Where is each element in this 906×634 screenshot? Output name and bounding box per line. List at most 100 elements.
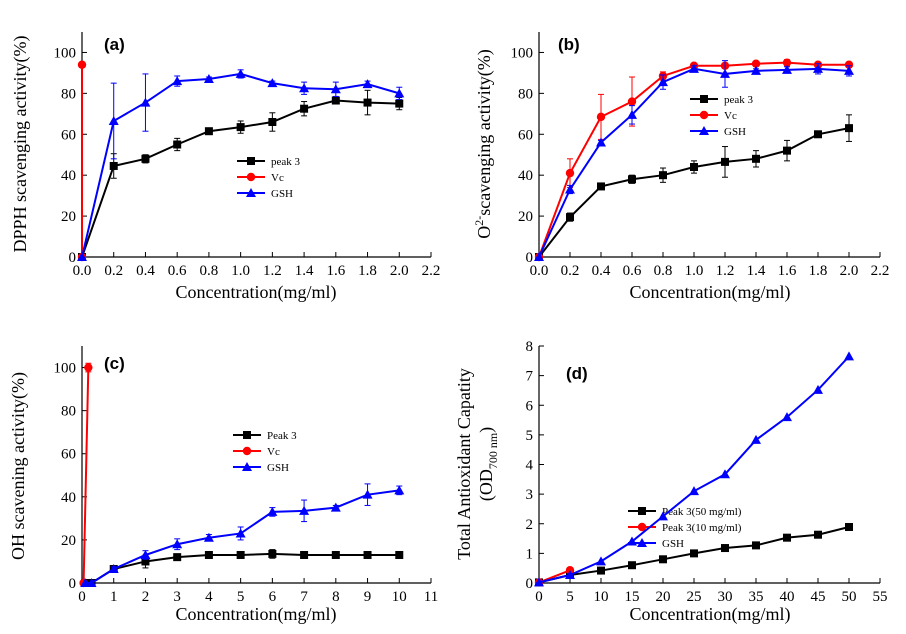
data-point: [140, 549, 151, 559]
legend-entry: Vc: [233, 446, 280, 458]
data-point: [565, 570, 575, 580]
x-tick-label: 55: [873, 589, 888, 605]
chart-panel-4: 0 5 10 15 20 25 30 35 40 45 50 55012345678(d)Concen…: [454, 339, 888, 625]
data-point: [783, 146, 791, 155]
data-point: [690, 549, 698, 558]
legend-entry: GSH: [237, 188, 293, 200]
data-point: [108, 563, 119, 573]
data-point: [752, 154, 760, 163]
x-tick-label: 0: [535, 589, 543, 605]
legend-entry: GSH: [690, 126, 746, 138]
x-tick-label: 11: [424, 589, 438, 605]
y-tick-label: 6: [526, 398, 534, 414]
legend-marker: [700, 95, 708, 103]
panel-label: (c): [104, 354, 125, 373]
data-point: [331, 96, 340, 105]
series-vc: [534, 58, 854, 262]
legend-marker: [699, 110, 709, 120]
data-point: [689, 63, 699, 73]
data-point: [720, 68, 730, 78]
data-point: [596, 556, 606, 566]
data-point: [141, 154, 150, 163]
data-point: [77, 252, 87, 261]
y-tick-label: 0: [526, 576, 534, 592]
y-tick-label: 60: [518, 127, 533, 143]
y-axis-title: Total Antioxidant Capatity: [454, 368, 474, 560]
legend-entry: peak 3: [237, 156, 301, 168]
y-tick-label: 100: [54, 361, 77, 377]
x-tick-label: 0.8: [654, 263, 673, 279]
data-point: [565, 184, 575, 194]
data-point: [751, 59, 761, 68]
y-tick-label: 1: [526, 546, 534, 562]
x-tick-label: 0.8: [200, 263, 219, 279]
data-point: [689, 486, 699, 496]
data-point: [395, 550, 404, 559]
legend-marker: [246, 188, 256, 197]
legend-entry: GSH: [628, 538, 684, 550]
series-line: [82, 367, 90, 584]
data-point: [658, 511, 668, 521]
legend-marker: [243, 431, 251, 439]
data-point: [751, 65, 761, 75]
x-tick-label: 1.2: [263, 263, 282, 279]
data-point: [172, 76, 183, 86]
data-point: [362, 489, 373, 499]
data-point: [268, 549, 277, 558]
y-tick-label: 3: [526, 487, 534, 503]
data-point: [300, 550, 309, 559]
x-tick-label: 5: [566, 589, 574, 605]
chart-panel-3: 0 1 2 3 4 5 6 7 8 9 10 11 0 20 40 60 80 100 (c) Concentrati…: [8, 346, 438, 625]
x-tick-label: 2.0: [390, 263, 409, 279]
data-point: [627, 109, 637, 119]
series-gsh: [534, 60, 854, 261]
y-tick-label: 0: [69, 250, 77, 266]
chart-panel-2: 0.0 0.2 0.4 0.6 0.8 1.0 1.2 1.4 1.6 1.8 2.0 2.2 0 20 4…: [472, 32, 889, 303]
x-tick-label: 0.0: [530, 263, 549, 279]
data-point: [565, 168, 575, 178]
x-tick-label: 2.2: [871, 263, 890, 279]
legend-marker: [637, 522, 647, 532]
x-axis-title: Concentration(mg/ml): [176, 604, 337, 625]
data-point: [363, 550, 372, 559]
data-point: [814, 130, 822, 139]
x-axis-title: Concentration(mg/ml): [630, 282, 791, 303]
data-point: [659, 555, 667, 564]
x-tick-label: 1.4: [747, 263, 766, 279]
legend-label: GSH: [271, 188, 293, 200]
y-tick-label: 80: [518, 86, 533, 102]
x-tick-label: 1: [110, 589, 118, 605]
x-tick-label: 3: [173, 589, 181, 605]
legend-label: GSH: [724, 126, 746, 138]
data-point: [236, 123, 245, 132]
data-point: [782, 64, 792, 74]
legend-entry: peak 3: [690, 94, 754, 106]
x-tick-label: 40: [780, 589, 795, 605]
legend-marker: [246, 172, 256, 182]
data-point: [300, 104, 309, 113]
x-tick-label: 35: [749, 589, 764, 605]
panel-label: (a): [104, 35, 125, 54]
data-point: [172, 539, 183, 549]
y-tick-label: 20: [61, 209, 76, 225]
y-tick-label: 40: [61, 490, 76, 506]
x-tick-label: 1.8: [358, 263, 377, 279]
data-point: [566, 213, 574, 222]
data-point: [299, 505, 310, 515]
series-line: [538, 127, 850, 258]
y-tick-label: 0: [526, 250, 534, 266]
x-tick-label: 1.0: [231, 263, 250, 279]
data-point: [394, 88, 405, 98]
data-point: [690, 163, 698, 171]
data-point: [362, 79, 373, 89]
legend-label: Peak 3: [267, 430, 297, 442]
x-tick-label: 6: [269, 589, 277, 605]
data-point: [80, 578, 91, 587]
x-tick-label: 10: [594, 589, 609, 605]
data-point: [299, 83, 310, 93]
x-tick-label: 0.2: [561, 263, 580, 279]
axis-frame: [81, 346, 431, 584]
data-point: [783, 533, 791, 542]
data-point: [203, 74, 214, 84]
